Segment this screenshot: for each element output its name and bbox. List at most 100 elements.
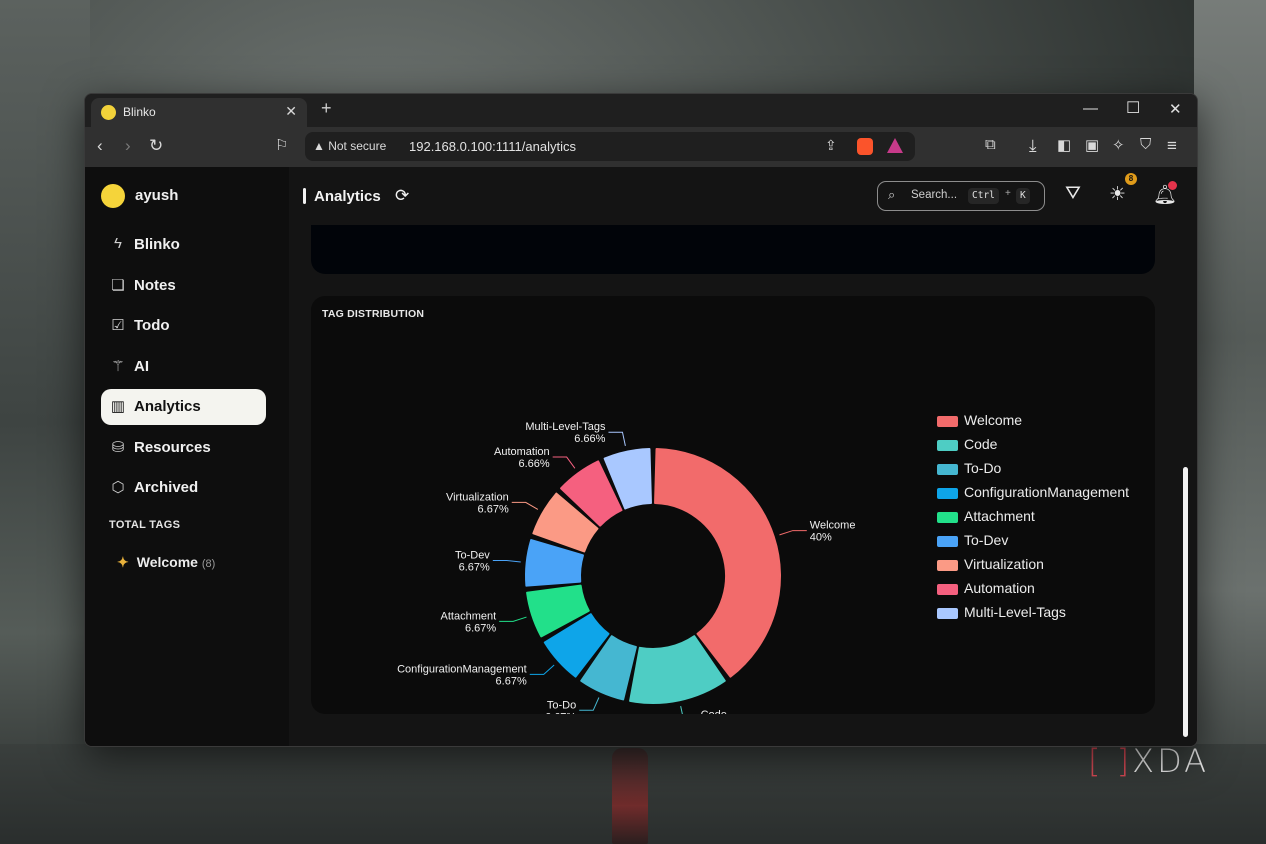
- browser-window: Blinko ✕ + — ☐ ✕ ‹ › ↻ ⚐ ▲ Not secure 19…: [84, 93, 1198, 747]
- vpn-shield-icon[interactable]: ⛉: [1140, 136, 1152, 153]
- total-tags-heading: TOTAL TAGS: [109, 519, 181, 531]
- leo-ai-icon[interactable]: ✧: [1112, 137, 1125, 154]
- bolt-icon: ϟ: [114, 235, 122, 252]
- close-window-icon[interactable]: ✕: [1169, 101, 1182, 118]
- avatar: [101, 184, 125, 208]
- refresh-icon[interactable]: ⟳: [395, 186, 410, 205]
- legend-label: Multi-Level-Tags: [964, 604, 1066, 620]
- pie-slice-multi-level-tags[interactable]: [603, 448, 652, 510]
- filter-icon[interactable]: ⛛: [1065, 183, 1081, 204]
- address-bar[interactable]: ▲ Not secure 192.168.0.100:1111/analytic…: [305, 132, 915, 161]
- leader-line: [499, 616, 527, 622]
- notes-icon: ❏: [111, 277, 125, 294]
- legend-swatch: [937, 584, 958, 595]
- legend-label: To-Dev: [964, 532, 1009, 548]
- background-left: [0, 0, 90, 844]
- tag-distribution-panel: TAG DISTRIBUTION Welcome40%Code13.33%To-…: [311, 296, 1155, 714]
- leader-line: [511, 501, 539, 510]
- legend-swatch: [937, 560, 958, 571]
- pie-slice-configurationmanagement[interactable]: [543, 613, 610, 678]
- sidebar-item-todo[interactable]: ☑ Todo: [101, 308, 266, 344]
- pie-slice-to-dev[interactable]: [525, 539, 584, 587]
- legend-swatch: [937, 608, 958, 619]
- slice-percent-label: 6.67%: [496, 675, 527, 687]
- xda-watermark: [ ]XDA: [1088, 742, 1209, 780]
- tab-bar: Blinko ✕ + — ☐ ✕: [85, 94, 1197, 127]
- url-text: 192.168.0.100:1111/analytics: [409, 139, 576, 154]
- panel-title: TAG DISTRIBUTION: [322, 308, 425, 320]
- sidebar-item-analytics[interactable]: ▥ Analytics: [101, 389, 266, 425]
- party-icon: ✦: [117, 554, 129, 570]
- pie-slice-automation[interactable]: [560, 460, 623, 527]
- watermark-brand: XDA: [1132, 742, 1210, 780]
- sidebar-item-archived[interactable]: ⬡ Archived: [101, 470, 266, 506]
- leader-line: [579, 697, 600, 711]
- sidebar-item-label: Todo: [134, 317, 170, 334]
- share-icon[interactable]: ⇪: [825, 137, 837, 153]
- blinko-app: ayush ϟ Blinko ❏ Notes ☑ Todo ⚚ AI ▥ Ana…: [85, 167, 1197, 746]
- minimize-icon[interactable]: —: [1083, 100, 1098, 117]
- sidebar-item-ai[interactable]: ⚚ AI: [101, 349, 266, 385]
- legend-swatch: [937, 512, 958, 523]
- slice-name-label: ConfigurationManagement: [397, 663, 527, 675]
- pie-slice-attachment[interactable]: [526, 584, 590, 638]
- sidebar-toggle-icon[interactable]: ◧: [1057, 137, 1072, 154]
- shortcut-key-ctrl: Ctrl: [968, 188, 999, 204]
- legend-swatch: [937, 416, 958, 427]
- legend-swatch: [937, 488, 958, 499]
- pie-slice-to-do[interactable]: [580, 635, 637, 701]
- legend-label: Automation: [964, 580, 1035, 596]
- search-placeholder: Search...: [911, 189, 958, 201]
- sidebar-item-blinko[interactable]: ϟ Blinko: [101, 227, 266, 263]
- download-icon[interactable]: ⤓: [1029, 136, 1037, 155]
- legend-label: Virtualization: [964, 556, 1044, 572]
- back-icon[interactable]: ‹: [97, 136, 103, 155]
- menu-icon[interactable]: ≡: [1167, 136, 1177, 155]
- slice-percent-label: 40%: [810, 532, 832, 544]
- tag-item-welcome[interactable]: ✦ Welcome (8): [117, 554, 215, 571]
- shortcut-plus: +: [1005, 188, 1011, 199]
- slice-percent-label: 6.67%: [459, 562, 490, 574]
- bookmark-icon[interactable]: ⚐: [275, 137, 289, 154]
- legend-label: Code: [964, 436, 998, 452]
- magic-wand-icon: ⚚: [111, 358, 125, 375]
- slice-name-label: Virtualization: [446, 491, 509, 503]
- brave-rewards-icon[interactable]: [887, 138, 903, 153]
- lightbulb-badge: 8: [1125, 173, 1137, 185]
- background-right: [1194, 0, 1266, 844]
- maximize-icon[interactable]: ☐: [1126, 100, 1141, 117]
- sidebar-item-resources[interactable]: ⛁ Resources: [101, 430, 266, 466]
- sidebar-item-label: AI: [134, 358, 149, 375]
- previous-panel-bottom: [311, 225, 1155, 274]
- search-input[interactable]: ⌕ Search... Ctrl + K: [877, 181, 1045, 211]
- lightbulb-icon[interactable]: ☀: [1109, 184, 1127, 205]
- forward-icon[interactable]: ›: [125, 136, 131, 155]
- scrollbar[interactable]: [1183, 467, 1188, 737]
- reload-icon[interactable]: ↻: [149, 136, 164, 155]
- legend-label: ConfigurationManagement: [964, 484, 1129, 500]
- sidebar-item-label: Blinko: [134, 236, 180, 253]
- title-accent-bar: [303, 188, 306, 204]
- watermark-bracket: [ ]: [1088, 742, 1133, 780]
- slice-name-label: Attachment: [441, 610, 497, 622]
- page-header: Analytics ⟳ ⌕ Search... Ctrl + K ⛛ ☀ 8 🔔…: [289, 167, 1197, 225]
- pie-slice-welcome[interactable]: [654, 448, 781, 678]
- sidebar-item-label: Analytics: [134, 398, 201, 415]
- leader-line: [529, 664, 555, 675]
- security-label: Not secure: [328, 139, 387, 153]
- screenshot-icon[interactable]: ⧉: [985, 136, 996, 153]
- legend-swatch: [937, 440, 958, 451]
- tab-close-icon[interactable]: ✕: [285, 103, 297, 119]
- wallet-icon[interactable]: ▣: [1085, 137, 1100, 154]
- sidebar-item-notes[interactable]: ❏ Notes: [101, 268, 266, 304]
- slice-percent-label: 6.67%: [465, 622, 496, 634]
- notification-bell-icon[interactable]: 🔔︎: [1153, 185, 1178, 206]
- new-tab-button[interactable]: +: [321, 98, 332, 118]
- background-figure: [612, 748, 648, 844]
- browser-tab[interactable]: Blinko ✕: [91, 98, 307, 127]
- not-secure-indicator[interactable]: ▲ Not secure: [313, 139, 387, 153]
- pie-slice-code[interactable]: [629, 635, 726, 704]
- brave-shields-icon[interactable]: [857, 138, 873, 155]
- pie-slice-virtualization[interactable]: [532, 492, 599, 553]
- archive-box-icon: ⬡: [111, 479, 125, 496]
